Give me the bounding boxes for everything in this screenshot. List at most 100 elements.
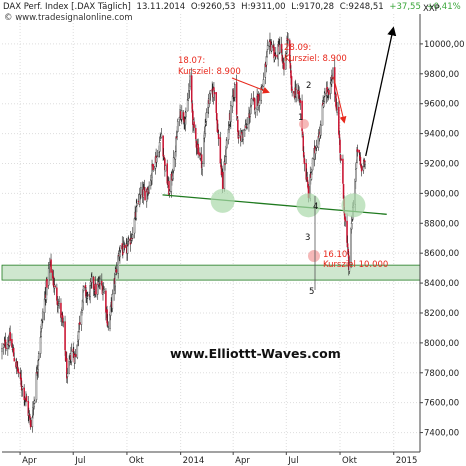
wave-label-1: 1	[298, 113, 303, 123]
candle	[242, 129, 244, 145]
candle-body-up	[126, 245, 129, 254]
candle-body-up	[315, 145, 318, 148]
candle	[189, 72, 191, 90]
candle-body-down	[152, 164, 154, 170]
candle-body-down	[12, 347, 15, 357]
candle-body-up	[201, 163, 203, 170]
candle-body-up	[324, 92, 326, 97]
candle-body-up	[181, 110, 183, 120]
candle	[287, 32, 289, 47]
candle	[289, 38, 291, 64]
candle	[58, 296, 60, 309]
candle-body-up	[322, 103, 325, 108]
candle-body-up	[33, 400, 36, 404]
candle-body-up	[258, 100, 261, 106]
y-tick-label: 9200,00	[424, 159, 459, 169]
header-open: O:9260,53	[191, 2, 236, 12]
candle-body-up	[364, 161, 366, 165]
candle-body-down	[195, 128, 197, 140]
candle	[223, 155, 226, 192]
candle-body-up	[234, 84, 236, 98]
candle	[328, 87, 330, 99]
y-tick-label: 9800,00	[424, 70, 459, 80]
candle	[303, 155, 306, 172]
candle	[5, 341, 7, 352]
candle	[301, 94, 303, 138]
candle	[33, 399, 36, 405]
candle	[209, 90, 212, 101]
candle-body-up	[249, 106, 252, 115]
candle	[57, 303, 59, 314]
y-tick-label: 7400,00	[424, 429, 459, 439]
candle-body-down	[346, 243, 349, 248]
candle-body-down	[221, 171, 224, 189]
candle	[91, 271, 93, 289]
candle-body-up	[348, 262, 351, 272]
x-tick-label: Okt	[129, 456, 145, 466]
candle	[172, 150, 175, 174]
candle-body-up	[57, 305, 59, 308]
candle-body-down	[213, 92, 216, 95]
candle-body-up	[82, 286, 85, 292]
candle-body-down	[29, 416, 31, 420]
support-circle	[341, 193, 366, 218]
header-low: L:9170,28	[291, 2, 334, 12]
candle	[107, 321, 110, 331]
candle-body-up	[286, 40, 288, 54]
projection-arrow	[365, 26, 397, 157]
x-axis: Apr Jul Okt 2014 Apr Jul Okt 2015	[19, 452, 418, 466]
candle	[238, 130, 240, 138]
candle-body-up	[31, 417, 34, 428]
x-tick-label: 2015	[396, 456, 418, 466]
candle-body-up	[62, 321, 65, 323]
annotation-arrow-1807	[231, 77, 270, 94]
candle-body-up	[119, 245, 122, 251]
candle-body-up	[168, 190, 171, 194]
candle	[25, 393, 28, 402]
candle	[286, 36, 288, 57]
candle-body-down	[162, 154, 165, 157]
x-tick-label: Jul	[287, 456, 298, 466]
candle	[87, 291, 89, 299]
candle-body-down	[92, 276, 95, 290]
header-line: DAX Perf. Index [.DAX Täglich] 13.11.201…	[3, 2, 461, 12]
candle-body-up	[176, 120, 179, 133]
candle	[336, 102, 338, 116]
candle	[78, 315, 81, 330]
candle-body-up	[70, 350, 73, 362]
y-tick-label: 8400,00	[424, 279, 459, 289]
wave-marker-5	[308, 250, 320, 262]
wave-label-4: 4	[313, 202, 318, 212]
candle	[339, 153, 342, 164]
candle-body-down	[25, 395, 28, 402]
candle-body-down	[23, 387, 25, 400]
source-credit: © www.tradesignalonline.com	[4, 13, 133, 23]
candle-body-up	[127, 239, 130, 241]
candle	[301, 131, 304, 136]
candle-body-down	[291, 89, 293, 91]
candle	[266, 49, 268, 58]
candle	[9, 325, 11, 344]
candle	[204, 119, 206, 137]
candle	[70, 343, 73, 366]
candle-body-up	[209, 90, 212, 94]
candle-body-down	[338, 106, 340, 135]
candle	[340, 158, 342, 161]
y-tick-label: 7600,00	[424, 399, 459, 409]
y-tick-label: 8600,00	[424, 249, 459, 259]
candle-body-down	[237, 119, 239, 132]
candle-body-down	[74, 354, 77, 357]
candle-body-down	[216, 113, 218, 120]
candle	[360, 163, 363, 177]
candle	[54, 284, 56, 288]
candle	[92, 275, 95, 296]
candle	[17, 367, 20, 378]
header-title: DAX Perf. Index [.DAX Täglich]	[3, 2, 131, 12]
candle-body-up	[279, 44, 281, 53]
candle-body-up	[246, 124, 248, 128]
header-high: H:9311,00	[241, 2, 285, 12]
candle	[156, 149, 159, 158]
candle-body-down	[339, 139, 341, 153]
annotation-arrow-2809	[333, 76, 347, 124]
candle-body-down	[84, 284, 87, 289]
